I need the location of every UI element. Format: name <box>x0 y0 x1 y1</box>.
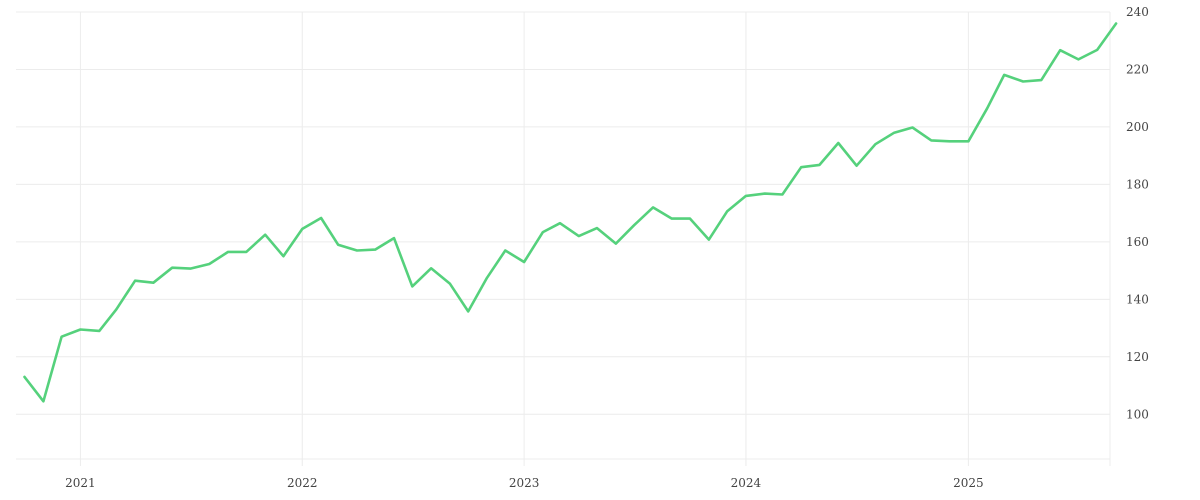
x-tick-label: 2023 <box>509 476 540 490</box>
y-tick-label: 240 <box>1126 5 1149 19</box>
y-tick-label: 140 <box>1126 292 1149 306</box>
y-tick-label: 160 <box>1126 235 1149 249</box>
y-tick-label: 220 <box>1126 62 1149 76</box>
y-tick-label: 180 <box>1126 177 1149 191</box>
y-axis: 100 120 140 160 180 200 220 240 <box>1126 5 1149 421</box>
x-axis: 2021 2022 2023 2024 2025 <box>65 476 984 490</box>
series-line <box>23 22 1118 403</box>
series-layer <box>23 22 1118 403</box>
x-tick-label: 2024 <box>731 476 762 490</box>
y-tick-label: 100 <box>1126 407 1149 421</box>
x-tick-label: 2025 <box>953 476 984 490</box>
x-tick-label: 2021 <box>65 476 96 490</box>
x-tick-label: 2022 <box>287 476 318 490</box>
y-tick-label: 120 <box>1126 350 1149 364</box>
grid <box>16 11 1111 466</box>
y-tick-label: 200 <box>1126 120 1149 134</box>
